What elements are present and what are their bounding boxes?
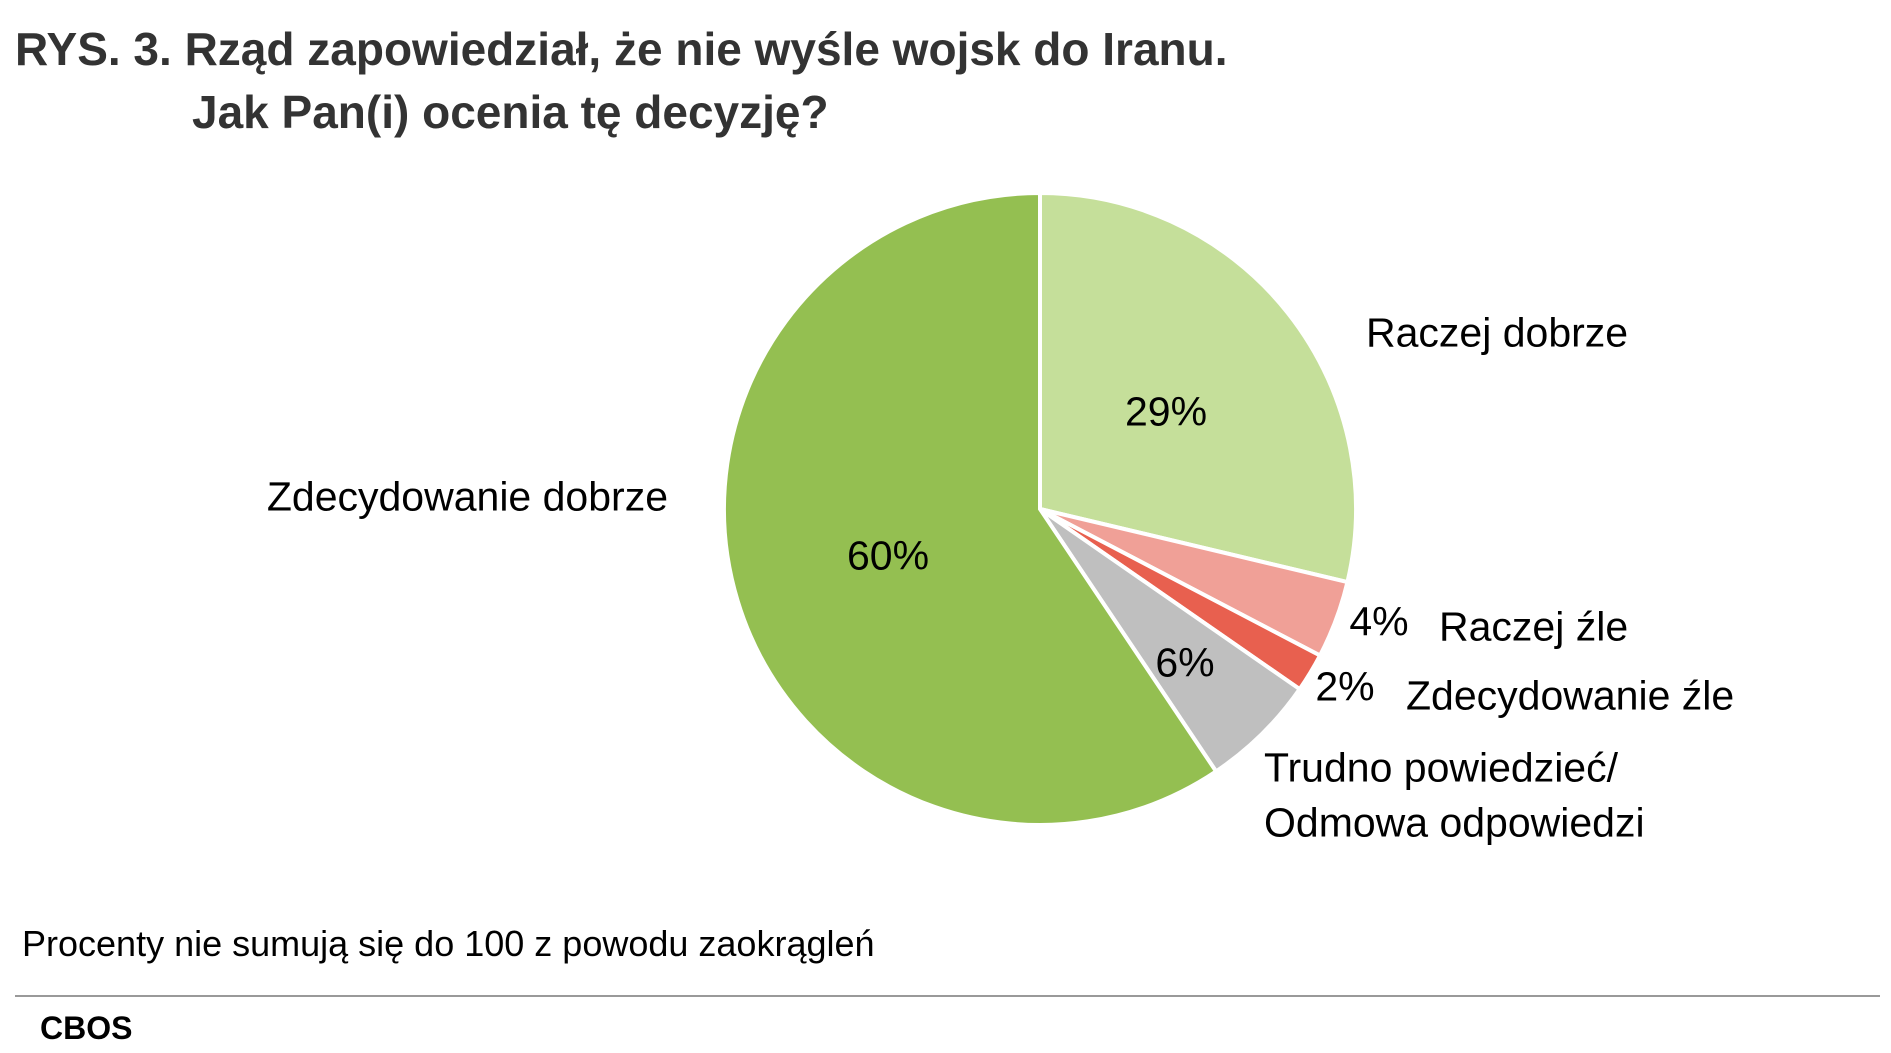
chart-subtitle: Jak Pan(i) ocenia tę decyzję? <box>192 86 829 138</box>
category-label: Trudno powiedzieć/ Odmowa odpowiedzi <box>1264 744 1645 846</box>
note: Procenty nie sumują się do 100 z powodu … <box>22 923 875 964</box>
chart-title: RYS. 3. Rząd zapowiedział, że nie wyśle … <box>15 23 1228 75</box>
value-label: 2% <box>1315 663 1375 710</box>
value-label: 29% <box>1124 388 1208 435</box>
category-label: Zdecydowanie źle <box>1406 672 1735 719</box>
category-label: Zdecydowanie dobrze <box>266 473 668 520</box>
value-label: 60% <box>846 532 930 579</box>
source: CBOS <box>40 1010 133 1046</box>
category-label: Raczej źle <box>1439 603 1629 650</box>
pie-slice <box>1038 190 1358 585</box>
value-label: 4% <box>1349 598 1409 645</box>
value-label: 6% <box>1155 639 1215 686</box>
category-label: Raczej dobrze <box>1366 309 1629 356</box>
pie-slice <box>722 190 1219 827</box>
